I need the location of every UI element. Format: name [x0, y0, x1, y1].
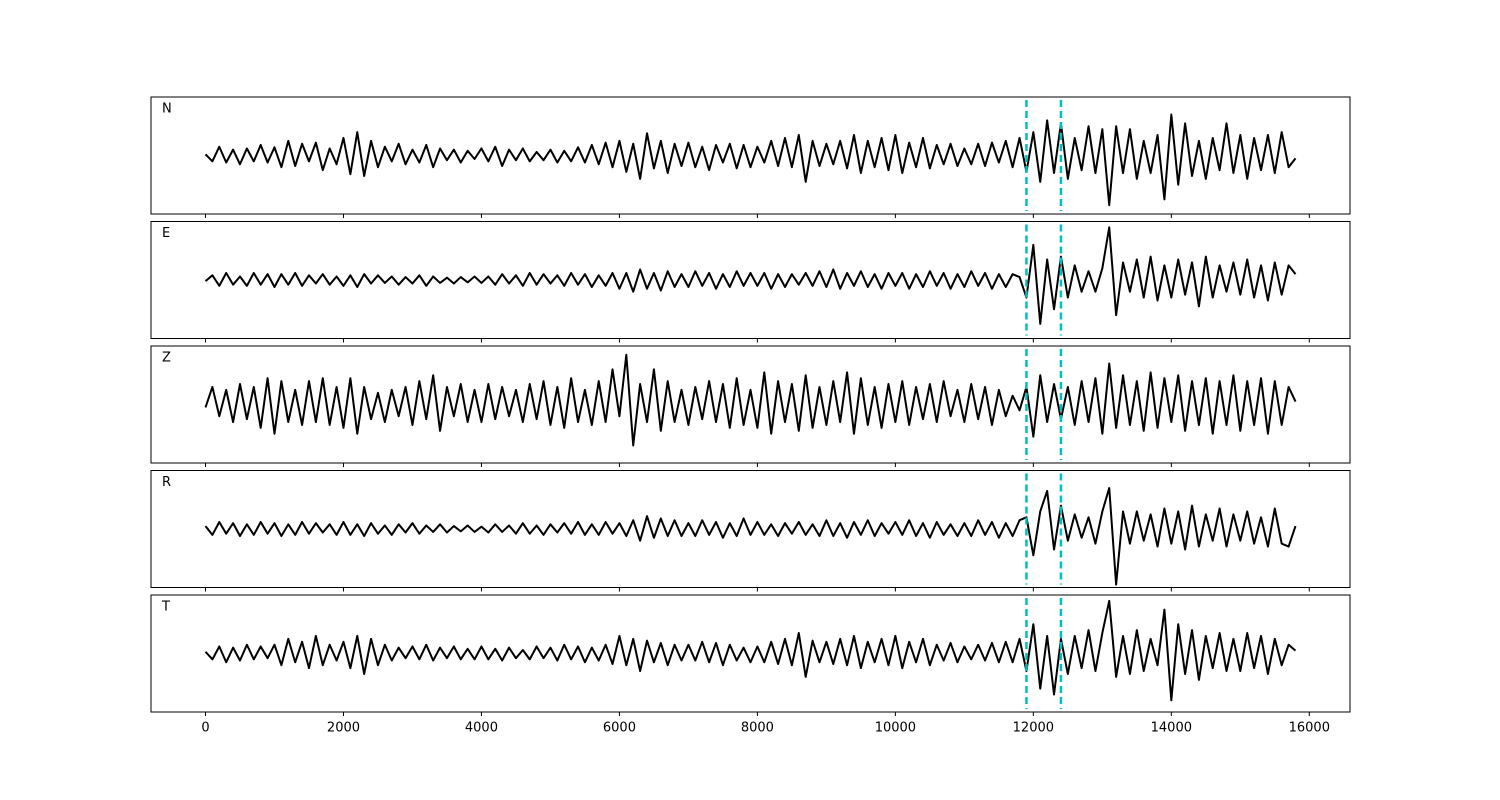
panel-frame — [150, 594, 1351, 713]
x-tick-label: 8000 — [741, 721, 774, 736]
trace — [204, 599, 1297, 702]
trace — [204, 113, 1297, 207]
panel-frame — [150, 470, 1351, 588]
x-tick-label: 2000 — [327, 721, 360, 736]
panel-label: E — [162, 226, 170, 241]
trace — [204, 487, 1297, 586]
panel-frame — [150, 221, 1351, 339]
panel-label: N — [162, 102, 172, 117]
x-tick-label: 14000 — [1151, 721, 1192, 736]
x-tick-label: 16000 — [1289, 721, 1330, 736]
x-tick-label: 12000 — [1013, 721, 1054, 736]
x-tick-label: 6000 — [603, 721, 636, 736]
panel-label: Z — [162, 351, 171, 366]
trace — [204, 226, 1297, 325]
x-tick-label: 10000 — [875, 721, 916, 736]
panel-frame — [150, 345, 1351, 464]
x-tick-label: 0 — [201, 721, 209, 736]
x-tick-label: 4000 — [465, 721, 498, 736]
panel-label: R — [162, 475, 171, 490]
panel-frame — [150, 96, 1351, 215]
panel-label: T — [161, 600, 170, 615]
trace — [204, 353, 1297, 447]
